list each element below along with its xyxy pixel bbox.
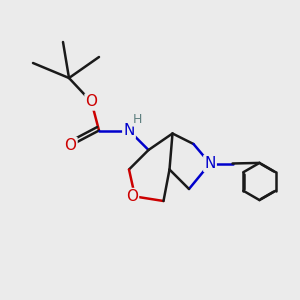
Text: O: O <box>126 189 138 204</box>
Text: O: O <box>64 138 76 153</box>
Text: H: H <box>133 112 142 126</box>
Text: N: N <box>204 156 216 171</box>
Text: N: N <box>123 123 135 138</box>
Text: O: O <box>85 94 98 110</box>
